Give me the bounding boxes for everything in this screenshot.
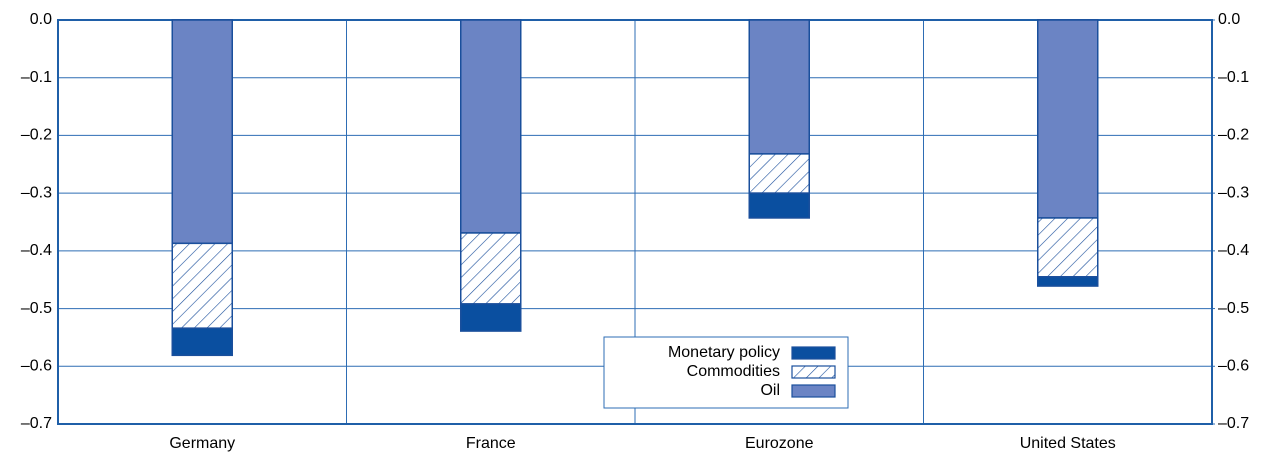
- x-tick-label: Germany: [169, 435, 235, 452]
- bar-segment: [1037, 217, 1099, 278]
- y2-tick-label: –0.7: [1218, 415, 1249, 432]
- bar-segment: [460, 232, 522, 305]
- y-tick-label: 0.0: [30, 11, 52, 28]
- x-tick-label: United States: [1020, 435, 1116, 452]
- bar-segment: [1037, 276, 1099, 287]
- legend-swatch: [791, 346, 836, 360]
- bar-segment: [460, 19, 522, 234]
- legend-label: Oil: [760, 382, 780, 399]
- y2-tick-label: –0.3: [1218, 184, 1249, 201]
- legend-swatch: [791, 365, 836, 379]
- legend-swatch: [791, 384, 836, 398]
- y2-tick-label: –0.2: [1218, 127, 1249, 144]
- y-tick-label: –0.7: [21, 415, 52, 432]
- bar-segment: [748, 192, 810, 219]
- bar-segment: [171, 19, 233, 245]
- y2-tick-label: –0.5: [1218, 300, 1249, 317]
- bar-segment: [1037, 19, 1099, 219]
- y-tick-label: –0.1: [21, 69, 52, 86]
- y-tick-label: –0.5: [21, 300, 52, 317]
- x-tick-label: France: [466, 435, 516, 452]
- y2-tick-label: –0.4: [1218, 242, 1249, 259]
- y2-tick-label: –0.6: [1218, 358, 1249, 375]
- y-tick-label: –0.3: [21, 184, 52, 201]
- legend-label: Monetary policy: [668, 344, 780, 361]
- plot-frame: [57, 19, 1213, 425]
- legend-label: Commodities: [687, 363, 780, 380]
- y-tick-label: –0.4: [21, 242, 52, 259]
- bar-segment: [171, 327, 233, 357]
- x-tick-label: Eurozone: [745, 435, 814, 452]
- bar-segment: [171, 242, 233, 329]
- bar-segment: [748, 153, 810, 194]
- y2-tick-label: 0.0: [1218, 11, 1240, 28]
- y-tick-label: –0.2: [21, 127, 52, 144]
- y-tick-label: –0.6: [21, 358, 52, 375]
- bar-segment: [460, 303, 522, 332]
- y2-tick-label: –0.1: [1218, 69, 1249, 86]
- bar-segment: [748, 19, 810, 155]
